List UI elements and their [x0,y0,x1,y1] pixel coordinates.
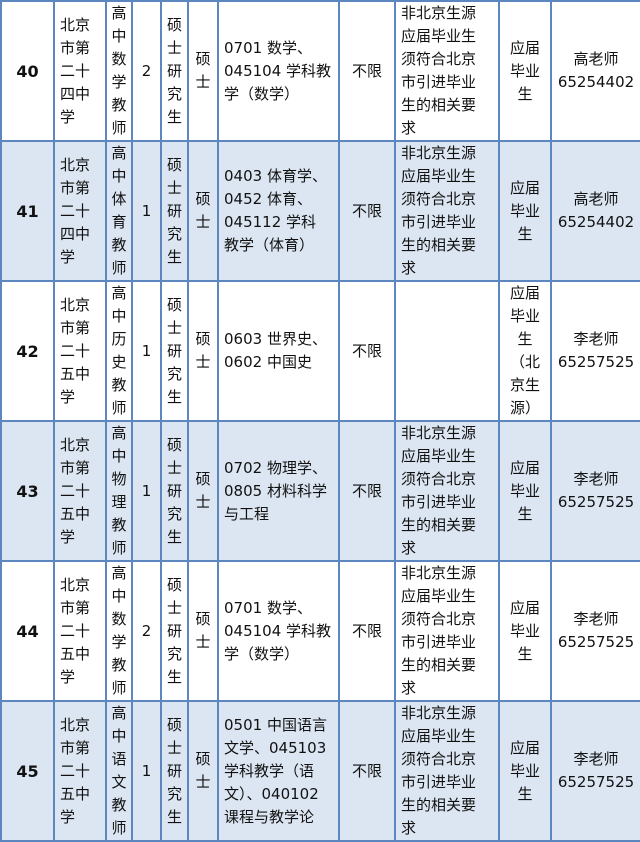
degree-requirement: 硕 士 [187,420,219,562]
headcount: 1 [131,280,162,422]
age-requirement: 不限 [338,280,396,422]
other-requirement: 非北京生源 应届毕业生 须符合北京 市引进毕业 生的相关要 求 [394,0,500,142]
degree-requirement: 硕 士 [187,0,219,142]
major-requirement: 0603 世界史、 0602 中国史 [217,280,340,422]
contact-info: 高老师 65254402 [550,0,640,142]
applicant-type: 应届 毕业 生 [498,420,552,562]
education-requirement: 硕 士 研 究 生 [160,140,189,282]
major-requirement: 0701 数学、 045104 学科教 学（数学） [217,560,340,702]
contact-info: 李老师 65257525 [550,280,640,422]
row-number: 44 [0,560,55,702]
education-requirement: 硕 士 研 究 生 [160,700,189,842]
age-requirement: 不限 [338,420,396,562]
position-name: 高 中 历 史 教 师 [105,280,133,422]
major-requirement: 0403 体育学、 0452 体育、 045112 学科 教学（体育） [217,140,340,282]
applicant-type: 应届 毕业 生 [498,560,552,702]
age-requirement: 不限 [338,140,396,282]
education-requirement: 硕 士 研 究 生 [160,560,189,702]
age-requirement: 不限 [338,0,396,142]
contact-info: 李老师 65257525 [550,700,640,842]
position-name: 高 中 数 学 教 师 [105,0,133,142]
school-name: 北京 市第 二十 四中 学 [53,0,107,142]
row-number: 45 [0,700,55,842]
other-requirement [394,280,500,422]
age-requirement: 不限 [338,560,396,702]
headcount: 1 [131,700,162,842]
other-requirement: 非北京生源 应届毕业生 须符合北京 市引进毕业 生的相关要 求 [394,560,500,702]
applicant-type: 应届 毕业 生 [498,700,552,842]
other-requirement: 非北京生源 应届毕业生 须符合北京 市引进毕业 生的相关要 求 [394,140,500,282]
major-requirement: 0702 物理学、 0805 材料科学 与工程 [217,420,340,562]
major-requirement: 0701 数学、 045104 学科教 学（数学） [217,0,340,142]
headcount: 2 [131,560,162,702]
contact-info: 高老师 65254402 [550,140,640,282]
other-requirement: 非北京生源 应届毕业生 须符合北京 市引进毕业 生的相关要 求 [394,420,500,562]
position-name: 高 中 物 理 教 师 [105,420,133,562]
row-number: 41 [0,140,55,282]
position-name: 高 中 体 育 教 师 [105,140,133,282]
education-requirement: 硕 士 研 究 生 [160,0,189,142]
age-requirement: 不限 [338,700,396,842]
education-requirement: 硕 士 研 究 生 [160,420,189,562]
education-requirement: 硕 士 研 究 生 [160,280,189,422]
row-number: 40 [0,0,55,142]
headcount: 1 [131,140,162,282]
headcount: 2 [131,0,162,142]
degree-requirement: 硕 士 [187,140,219,282]
school-name: 北京 市第 二十 五中 学 [53,420,107,562]
degree-requirement: 硕 士 [187,280,219,422]
contact-info: 李老师 65257525 [550,560,640,702]
major-requirement: 0501 中国语言 文学、045103 学科教学（语 文）、040102 课程与… [217,700,340,842]
school-name: 北京 市第 二十 五中 学 [53,560,107,702]
other-requirement: 非北京生源 应届毕业生 须符合北京 市引进毕业 生的相关要 求 [394,700,500,842]
contact-info: 李老师 65257525 [550,420,640,562]
row-number: 43 [0,420,55,562]
school-name: 北京 市第 二十 五中 学 [53,280,107,422]
row-number: 42 [0,280,55,422]
degree-requirement: 硕 士 [187,700,219,842]
school-name: 北京 市第 二十 五中 学 [53,700,107,842]
school-name: 北京 市第 二十 四中 学 [53,140,107,282]
applicant-type: 应届 毕业 生 [498,0,552,142]
applicant-type: 应届 毕业 生 （北 京生 源） [498,280,552,422]
degree-requirement: 硕 士 [187,560,219,702]
applicant-type: 应届 毕业 生 [498,140,552,282]
headcount: 1 [131,420,162,562]
position-name: 高 中 语 文 教 师 [105,700,133,842]
position-name: 高 中 数 学 教 师 [105,560,133,702]
